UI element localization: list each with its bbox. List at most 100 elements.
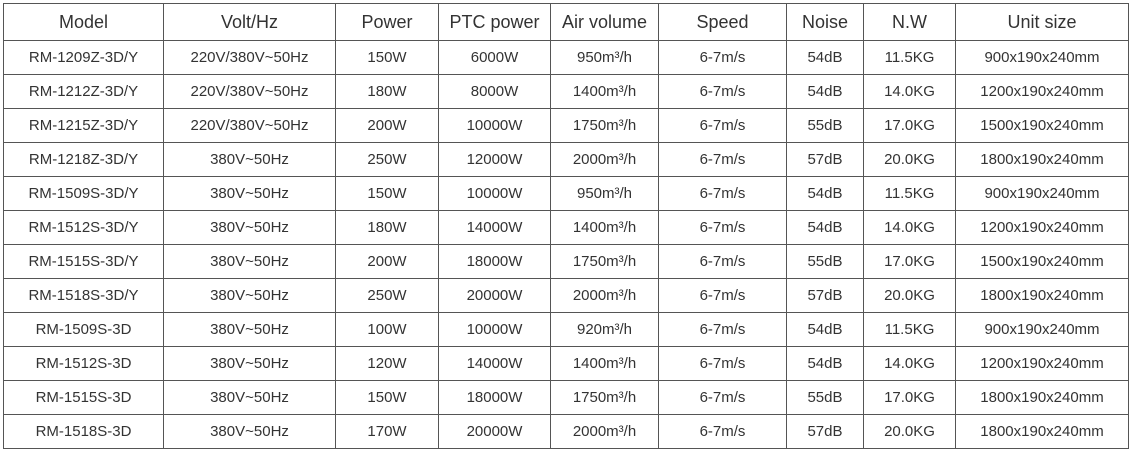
- header-cell: PTC power: [438, 3, 551, 41]
- table-cell: 1750m³/h: [550, 380, 659, 415]
- table-cell: 54dB: [786, 312, 864, 347]
- header-cell: Unit size: [955, 3, 1129, 41]
- table-cell: 6-7m/s: [658, 414, 787, 449]
- table-cell: 1800x190x240mm: [955, 142, 1129, 177]
- table-cell: 2000m³/h: [550, 142, 659, 177]
- header-cell: Noise: [786, 3, 864, 41]
- table-cell: 1750m³/h: [550, 108, 659, 143]
- table-cell: 55dB: [786, 108, 864, 143]
- table-cell: 57dB: [786, 414, 864, 449]
- table-cell: 150W: [335, 380, 439, 415]
- header-row: Model Volt/Hz Power PTC power Air volume Spee…: [3, 3, 1129, 41]
- table-cell: 54dB: [786, 74, 864, 109]
- table-cell: RM-1515S-3D/Y: [3, 244, 164, 279]
- header-cell: Model: [3, 3, 164, 41]
- table-row: RM-1515S-3D/Y 380V~50Hz 200W 18000W 1750m³/h…: [3, 244, 1129, 279]
- table-cell: 6-7m/s: [658, 210, 787, 245]
- table-cell: 1200x190x240mm: [955, 346, 1129, 381]
- table-cell: 11.5KG: [863, 40, 956, 75]
- table-cell: 10000W: [438, 176, 551, 211]
- table-cell: 380V~50Hz: [163, 210, 336, 245]
- table-row: RM-1518S-3D/Y 380V~50Hz 250W 20000W 2000m³/h…: [3, 278, 1129, 313]
- table-cell: 11.5KG: [863, 312, 956, 347]
- table-cell: 18000W: [438, 244, 551, 279]
- table-cell: 14.0KG: [863, 74, 956, 109]
- table-cell: 10000W: [438, 108, 551, 143]
- table-cell: 220V/380V~50Hz: [163, 74, 336, 109]
- table-row: RM-1212Z-3D/Y 220V/380V~50Hz 180W 8000W 1400…: [3, 74, 1129, 109]
- table-cell: 6-7m/s: [658, 176, 787, 211]
- table-cell: 6-7m/s: [658, 380, 787, 415]
- table-cell: 6000W: [438, 40, 551, 75]
- table-cell: 6-7m/s: [658, 142, 787, 177]
- table-cell: 17.0KG: [863, 108, 956, 143]
- table-cell: 380V~50Hz: [163, 176, 336, 211]
- table-cell: RM-1512S-3D/Y: [3, 210, 164, 245]
- table-cell: 220V/380V~50Hz: [163, 108, 336, 143]
- table-cell: RM-1509S-3D/Y: [3, 176, 164, 211]
- table-cell: 380V~50Hz: [163, 278, 336, 313]
- table-cell: 57dB: [786, 142, 864, 177]
- table-cell: 54dB: [786, 40, 864, 75]
- table-cell: 920m³/h: [550, 312, 659, 347]
- table-cell: 57dB: [786, 278, 864, 313]
- table-cell: 20.0KG: [863, 414, 956, 449]
- table-cell: 14.0KG: [863, 346, 956, 381]
- table-cell: 380V~50Hz: [163, 312, 336, 347]
- table-cell: 6-7m/s: [658, 40, 787, 75]
- table-cell: 380V~50Hz: [163, 142, 336, 177]
- table-cell: 6-7m/s: [658, 74, 787, 109]
- table-cell: 900x190x240mm: [955, 40, 1129, 75]
- table-cell: 180W: [335, 210, 439, 245]
- table-cell: 1200x190x240mm: [955, 210, 1129, 245]
- table-row: RM-1518S-3D 380V~50Hz 170W 20000W 2000m³/h 6-…: [3, 414, 1129, 449]
- table-cell: 950m³/h: [550, 40, 659, 75]
- table-row: RM-1509S-3D 380V~50Hz 100W 10000W 920m³/h 6-7…: [3, 312, 1129, 347]
- table-cell: 250W: [335, 142, 439, 177]
- table-cell: 380V~50Hz: [163, 414, 336, 449]
- table-row: RM-1515S-3D 380V~50Hz 150W 18000W 1750m³/h 6-…: [3, 380, 1129, 415]
- table-cell: 55dB: [786, 244, 864, 279]
- table-cell: 1500x190x240mm: [955, 244, 1129, 279]
- header-cell: N.W: [863, 3, 956, 41]
- table-cell: 10000W: [438, 312, 551, 347]
- table-cell: 18000W: [438, 380, 551, 415]
- table-cell: 120W: [335, 346, 439, 381]
- table-cell: 54dB: [786, 346, 864, 381]
- table-row: RM-1215Z-3D/Y 220V/380V~50Hz 200W 10000W 175…: [3, 108, 1129, 143]
- table-cell: 20000W: [438, 278, 551, 313]
- table-cell: 200W: [335, 244, 439, 279]
- table-cell: 380V~50Hz: [163, 346, 336, 381]
- table-cell: 20.0KG: [863, 278, 956, 313]
- table-cell: 6-7m/s: [658, 244, 787, 279]
- table-row: RM-1512S-3D/Y 380V~50Hz 180W 14000W 1400m³/h…: [3, 210, 1129, 245]
- table-cell: RM-1518S-3D/Y: [3, 278, 164, 313]
- table-cell: RM-1509S-3D: [3, 312, 164, 347]
- table-cell: 14000W: [438, 210, 551, 245]
- table-cell: 14.0KG: [863, 210, 956, 245]
- table-cell: 220V/380V~50Hz: [163, 40, 336, 75]
- table-cell: 8000W: [438, 74, 551, 109]
- table-cell: 150W: [335, 176, 439, 211]
- table-cell: 6-7m/s: [658, 108, 787, 143]
- table-header: Model Volt/Hz Power PTC power Air volume Spee…: [3, 3, 1129, 41]
- table-cell: 900x190x240mm: [955, 312, 1129, 347]
- table-cell: 1800x190x240mm: [955, 278, 1129, 313]
- table-cell: 1750m³/h: [550, 244, 659, 279]
- table-cell: 1400m³/h: [550, 346, 659, 381]
- header-cell: Speed: [658, 3, 787, 41]
- table-cell: 2000m³/h: [550, 278, 659, 313]
- table-cell: 1800x190x240mm: [955, 380, 1129, 415]
- table-cell: RM-1212Z-3D/Y: [3, 74, 164, 109]
- table-cell: 250W: [335, 278, 439, 313]
- table-cell: 1500x190x240mm: [955, 108, 1129, 143]
- header-cell: Volt/Hz: [163, 3, 336, 41]
- header-cell: Air volume: [550, 3, 659, 41]
- table-cell: 6-7m/s: [658, 312, 787, 347]
- table-cell: 20.0KG: [863, 142, 956, 177]
- table-body: RM-1209Z-3D/Y 220V/380V~50Hz 150W 6000W 950m…: [3, 40, 1129, 449]
- spec-table: Model Volt/Hz Power PTC power Air volume Spee…: [3, 3, 1129, 449]
- table-cell: 200W: [335, 108, 439, 143]
- table-cell: 100W: [335, 312, 439, 347]
